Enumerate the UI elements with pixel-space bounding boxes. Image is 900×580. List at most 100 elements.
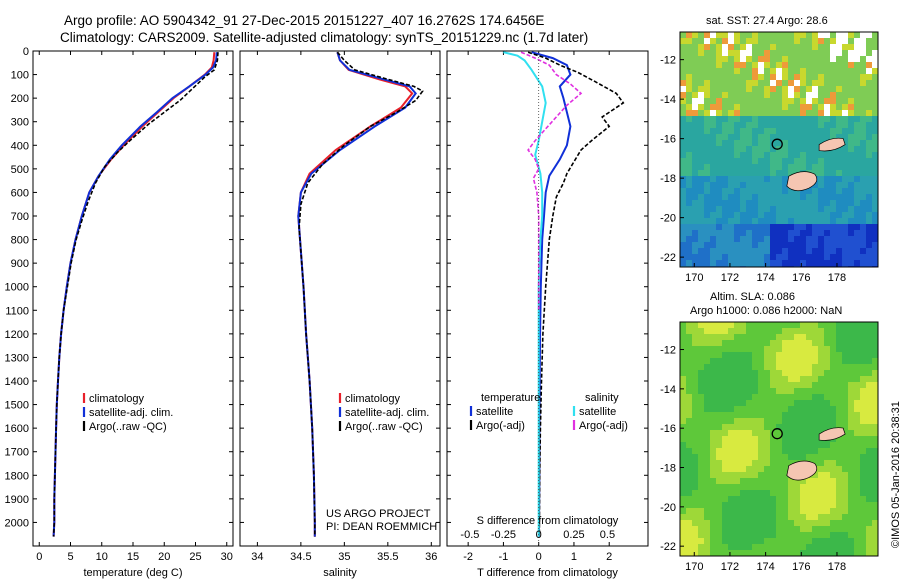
sst_map-cell — [728, 104, 734, 110]
sla_map-cell — [710, 412, 716, 418]
sla_map-cell — [860, 394, 866, 400]
sst_map-cell — [686, 254, 692, 260]
sla_map-cell — [800, 352, 806, 358]
sst_map-cell — [866, 206, 872, 212]
sla_map-cell — [710, 352, 716, 358]
sst_map-cell — [782, 80, 788, 86]
sla_map-cell — [770, 370, 776, 376]
sst_map-cell — [788, 122, 794, 128]
sst_map-cell — [770, 224, 776, 230]
sst_map-cell — [836, 32, 842, 38]
sst_map-cell — [698, 110, 704, 116]
sla_map-cell — [836, 436, 842, 442]
sst_map-cell — [848, 242, 854, 248]
sst_map-cell — [776, 236, 782, 242]
sla_map-cell — [824, 406, 830, 412]
sst_map-cell — [686, 224, 692, 230]
sst_map-cell — [758, 56, 764, 62]
sst_map-cell — [680, 188, 686, 194]
sst_map-cell — [836, 158, 842, 164]
sst_map-cell — [842, 74, 848, 80]
sst_map-cell — [860, 212, 866, 218]
sst_map-cell — [860, 242, 866, 248]
sla_map-cell — [692, 526, 698, 532]
temperature-legend-label: satellite-adj. clim. — [89, 407, 173, 419]
sst_map-cell — [830, 56, 836, 62]
sst_map-cell — [782, 200, 788, 206]
sla_map-cell — [728, 460, 734, 466]
sst_map-cell — [692, 104, 698, 110]
sst_map-cell — [842, 254, 848, 260]
sst_map-cell — [764, 170, 770, 176]
sla_map-cell — [782, 334, 788, 340]
sst_map-cell — [866, 230, 872, 236]
sst_map-cell — [782, 98, 788, 104]
sst_map-cell — [866, 68, 872, 74]
salinity-legend-label: climatology — [345, 393, 401, 405]
sla_map-cell — [806, 400, 812, 406]
sst_map-cell — [824, 188, 830, 194]
sst_map-cell — [794, 68, 800, 74]
sla_map-cell — [758, 496, 764, 502]
sst_map-cell — [704, 206, 710, 212]
sst_map-cell — [770, 32, 776, 38]
sla_map-cell — [722, 364, 728, 370]
sla_map-cell — [704, 340, 710, 346]
sla_map-cell — [782, 460, 788, 466]
sst_map-cell — [734, 188, 740, 194]
difference-legend-title-sal: salinity — [585, 392, 619, 404]
sst_map-cell — [722, 218, 728, 224]
sst_map-cell — [866, 116, 872, 122]
sst_map-cell — [842, 206, 848, 212]
sst_map-cell — [842, 236, 848, 242]
sst_map-cell — [806, 44, 812, 50]
sst_map-cell — [698, 176, 704, 182]
sst_map-cell — [770, 158, 776, 164]
sla_map-cell — [866, 508, 872, 514]
sst_map-cell — [788, 158, 794, 164]
sla_map-cell — [782, 508, 788, 514]
sst_map-cell — [848, 116, 854, 122]
sst_map-cell — [716, 86, 722, 92]
sla_map-cell — [758, 418, 764, 424]
sst_map-cell — [788, 212, 794, 218]
sla_map-cell — [752, 550, 758, 556]
sst_map-cell — [848, 206, 854, 212]
sst_map-cell — [710, 50, 716, 56]
sla_map-cell — [830, 544, 836, 550]
sla_map-cell — [872, 454, 878, 460]
sla_map-cell — [698, 412, 704, 418]
temperature-ytick-label: 100 — [11, 70, 29, 82]
sst_map-cell — [716, 98, 722, 104]
sla_map-cell — [686, 346, 692, 352]
sla_map-cell — [782, 484, 788, 490]
sst_map-cell — [782, 62, 788, 68]
sla_map-cell — [686, 460, 692, 466]
sla_map-cell — [752, 544, 758, 550]
sst_map-cell — [842, 182, 848, 188]
sla_map-cell — [824, 520, 830, 526]
sst_map-cell — [686, 194, 692, 200]
sla_map-cell — [818, 370, 824, 376]
sla_map-cell — [812, 496, 818, 502]
sst_map-cell — [800, 80, 806, 86]
sla_map-cell — [746, 412, 752, 418]
sst_map-cell — [758, 212, 764, 218]
sst_map-cell — [788, 146, 794, 152]
sla_map-cell — [782, 382, 788, 388]
sst_map-cell — [686, 200, 692, 206]
sla_map-cell — [842, 460, 848, 466]
sst_map-cell — [710, 152, 716, 158]
sla_map-cell — [704, 412, 710, 418]
sst_map-cell — [716, 206, 722, 212]
sla_map-cell — [782, 496, 788, 502]
sla_map-cell — [812, 382, 818, 388]
sst_map-cell — [716, 158, 722, 164]
sla_map-cell — [836, 454, 842, 460]
sla_map-cell — [830, 412, 836, 418]
sla_map-cell — [812, 400, 818, 406]
sla_map-cell — [824, 484, 830, 490]
sla_map-cell — [794, 514, 800, 520]
sst_map-cell — [734, 164, 740, 170]
sst_map-cell — [776, 110, 782, 116]
